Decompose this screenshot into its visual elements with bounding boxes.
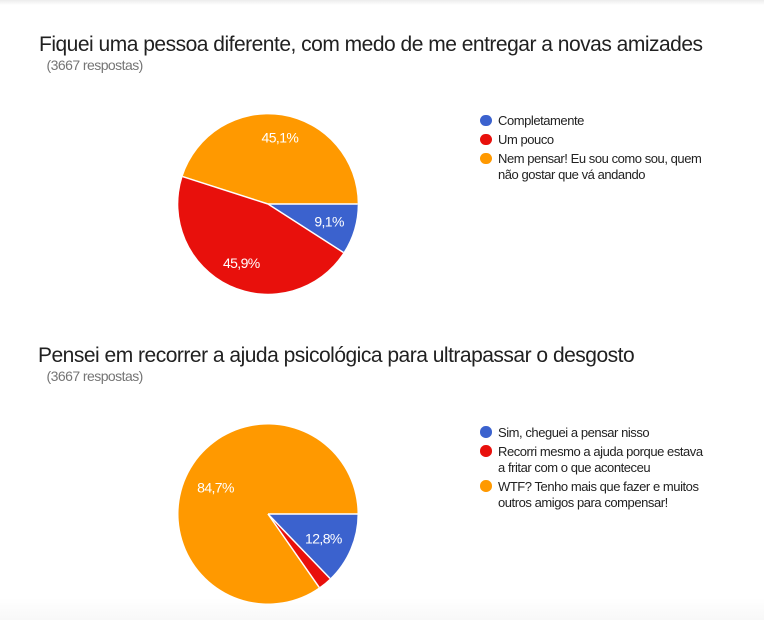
svg-text:45,1%: 45,1% [262,130,299,146]
svg-text:12,8%: 12,8% [305,531,342,547]
svg-text:45,9%: 45,9% [223,255,260,271]
svg-text:84,7%: 84,7% [197,479,234,495]
svg-text:9,1%: 9,1% [314,214,344,230]
